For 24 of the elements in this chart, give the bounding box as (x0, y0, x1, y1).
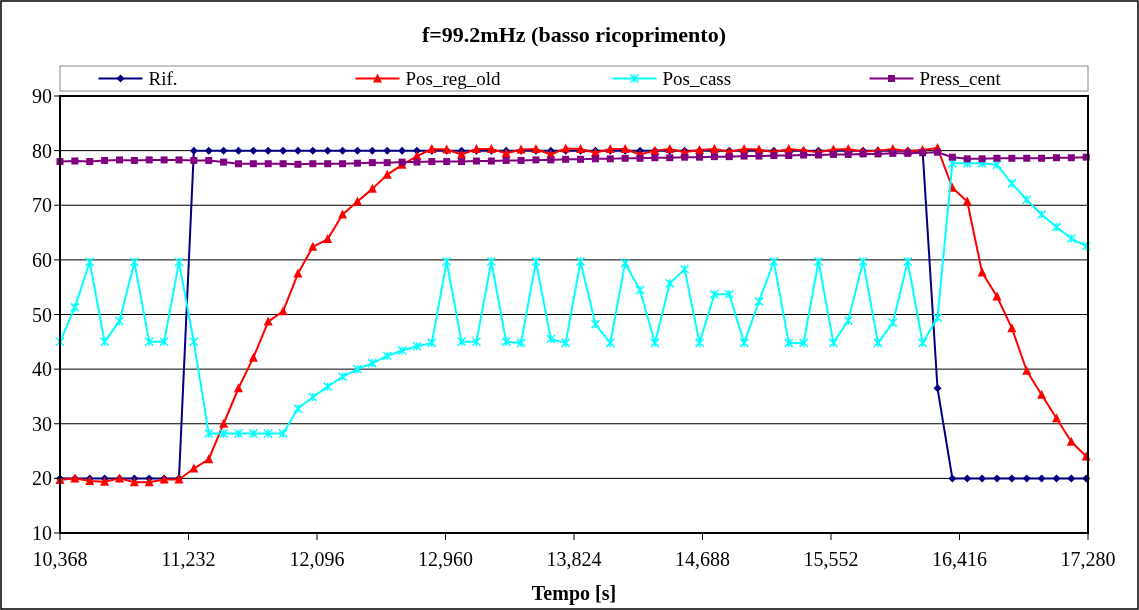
y-tick-label: 90 (32, 85, 52, 107)
legend-label: Press_cent (919, 67, 1002, 89)
y-tick-label: 50 (32, 303, 52, 326)
x-tick-label: 12,960 (418, 548, 473, 570)
chart-title: f=99.2mHz (basso ricoprimento) (422, 22, 726, 47)
x-tick-label: 14,688 (675, 548, 730, 570)
legend-label: Pos_reg_old (405, 67, 501, 89)
y-tick-label: 60 (32, 248, 52, 271)
legend-label: Rif. (148, 67, 178, 89)
x-tick-label: 10,368 (32, 548, 88, 570)
y-tick-label: 70 (32, 194, 52, 217)
x-tick-label: 12,096 (289, 548, 345, 570)
y-tick-label: 40 (32, 358, 52, 381)
y-tick-label: 80 (32, 139, 52, 162)
legend-label: Pos_cass (662, 67, 732, 89)
x-tick-label: 13,824 (546, 548, 602, 570)
x-tick-label: 16,416 (932, 548, 987, 570)
y-tick-label: 30 (32, 412, 52, 435)
y-tick-label: 20 (32, 467, 52, 490)
x-tick-label: 11,232 (161, 548, 216, 570)
y-tick-label: 10 (32, 522, 52, 544)
x-tick-label: 17,280 (1060, 548, 1116, 570)
x-axis-title: Tempo [s] (531, 582, 617, 605)
x-tick-label: 15,552 (803, 548, 859, 570)
